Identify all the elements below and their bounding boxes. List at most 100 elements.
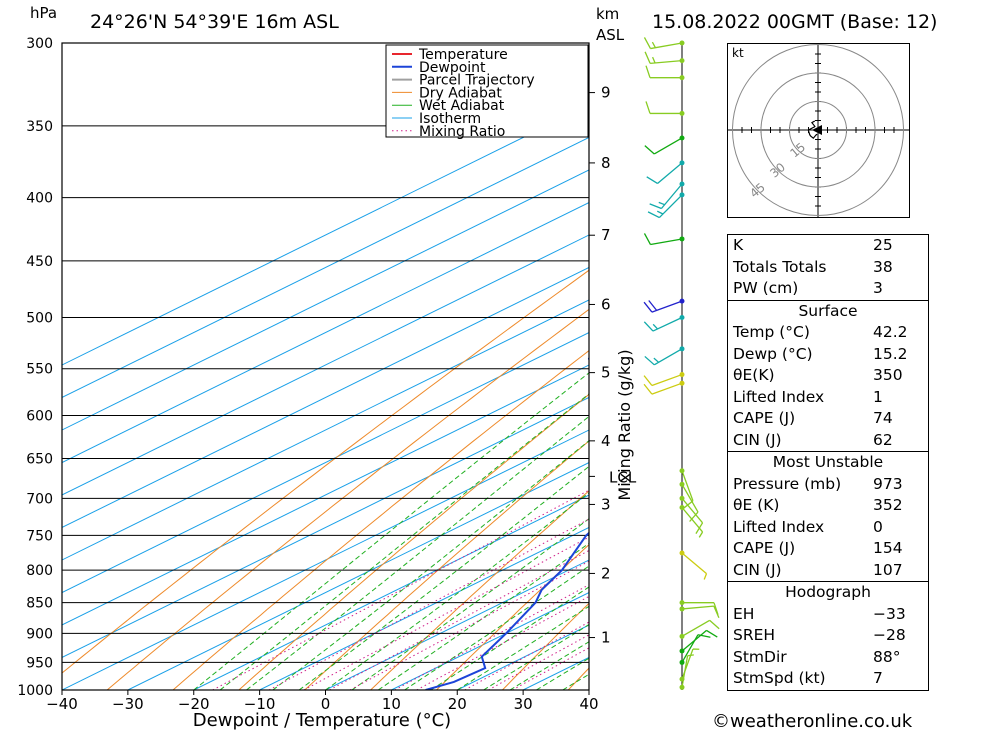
temp-tick-label: 40 <box>579 695 598 713</box>
dry-adiabat-line <box>567 667 589 690</box>
wind-barb-staff <box>650 238 683 246</box>
wet-adiabat-line <box>377 542 589 690</box>
dry-adiabat-line <box>700 43 720 690</box>
pressure-tick-label: 900 <box>26 626 53 642</box>
km-tick-label: 2 <box>601 564 611 582</box>
km-tick-label: 9 <box>601 84 611 102</box>
hodograph-stat-label: StmSpd (kt) <box>733 669 826 687</box>
legend-entry-label: Temperature <box>418 47 508 63</box>
wind-barb <box>679 605 720 619</box>
temp-tick-label: 30 <box>514 695 533 713</box>
wind-barb-flag <box>648 300 658 311</box>
wet-adiabat-line <box>325 492 589 690</box>
datetime-title: 15.08.2022 00GMT (Base: 12) <box>652 11 938 33</box>
dry-adiabat-line <box>634 43 720 690</box>
height-unit-label-asl: ASL <box>596 26 625 44</box>
wind-barb-flag <box>643 375 653 386</box>
hodograph-stat-label: StmDir <box>733 647 787 666</box>
surface-row: CIN (J) 62 <box>728 430 928 452</box>
wind-barb-staff <box>681 655 689 688</box>
wet-adiabat-line <box>351 518 589 690</box>
wind-barb-staff <box>652 316 683 332</box>
wind-barb <box>679 550 708 580</box>
wind-barb <box>643 298 685 313</box>
mixing-ratio-line <box>329 549 589 690</box>
pressure-unit-label: hPa <box>30 4 57 22</box>
wind-barb-flag <box>709 619 720 630</box>
wind-barb-half-flag <box>651 56 656 64</box>
hodograph-stat-value: 88° <box>873 647 901 666</box>
mixing-ratio-axis-label: Mixing Ratio (g/kg) <box>615 349 634 500</box>
pressure-tick-label: 950 <box>26 655 53 671</box>
wind-barb-flag <box>706 629 718 638</box>
surface-value: 74 <box>873 409 893 427</box>
surface-row: Lifted Index 1 <box>728 387 928 409</box>
isotherm-line <box>62 396 589 659</box>
wet-adiabat-line <box>298 465 589 690</box>
most-unstable-row: CAPE (J) 154 <box>728 538 928 560</box>
wind-barb <box>643 380 685 395</box>
wind-barb-flag <box>644 355 655 366</box>
km-tick-label: 3 <box>601 495 611 513</box>
km-tick-label: 7 <box>601 226 611 244</box>
surface-row: Dewp (°C) 15.2 <box>728 344 928 366</box>
wind-barb-half-flag <box>652 323 659 330</box>
wind-barb-staff <box>681 634 699 663</box>
dry-adiabat-line <box>370 490 589 690</box>
surface-label: Lifted Index <box>733 387 825 406</box>
lcl-label: LCL <box>609 468 637 486</box>
wind-barb <box>645 65 685 81</box>
wind-barb-staff <box>650 42 683 50</box>
wind-barb <box>646 160 685 185</box>
index-row: Totals Totals 38 <box>728 257 928 279</box>
wind-barb-staff <box>657 162 683 184</box>
wind-barb-staff <box>681 470 694 502</box>
wind-barb-half-flag <box>658 201 665 206</box>
index-label: Totals Totals <box>733 257 827 276</box>
temp-tick-label: −20 <box>178 695 210 713</box>
wind-barb-staff <box>650 59 683 65</box>
wind-barb <box>679 619 720 639</box>
km-tick-label: 4 <box>601 432 611 450</box>
isotherm-line <box>62 266 589 529</box>
surface-label: θE(K) <box>733 366 775 384</box>
wind-barb-flag <box>644 145 655 155</box>
hodograph-stat-value: −28 <box>873 626 906 644</box>
wind-barb-flag <box>643 301 653 313</box>
temp-tick-label: −30 <box>112 695 144 713</box>
wind-barb-flag <box>643 37 652 49</box>
wind-barb <box>679 481 699 522</box>
km-tick-label: 6 <box>601 295 611 313</box>
index-value: 38 <box>873 257 893 276</box>
pressure-tick-label: 1000 <box>17 683 53 699</box>
wind-barb-staff <box>651 382 683 395</box>
most-unstable-row: θE (K) 352 <box>728 495 928 517</box>
pressure-tick-label: 550 <box>26 362 53 378</box>
most-unstable-label: CAPE (J) <box>733 539 796 557</box>
wind-barb-staff <box>651 373 683 387</box>
legend-box <box>385 44 589 138</box>
hodograph-trace <box>807 120 818 140</box>
hodograph-ring <box>789 101 847 159</box>
copyright-footer[interactable]: ©weatheronline.co.uk <box>712 711 913 732</box>
hodograph-stat-row: StmDir 88° <box>728 647 928 669</box>
most-unstable-value: 0 <box>873 517 883 536</box>
legend-entry-label: Parcel Trajectory <box>419 73 535 89</box>
hodograph-stat-row: StmSpd (kt) 7 <box>728 668 928 690</box>
pressure-tick-label: 850 <box>26 596 53 612</box>
legend-entry-label: Dry Adiabat <box>419 85 502 101</box>
surface-row: θE(K) 350 <box>728 365 928 387</box>
surface-value: 15.2 <box>873 344 908 363</box>
hodograph-stat-value: −33 <box>873 604 906 623</box>
km-tick-label: 1 <box>601 629 611 647</box>
wind-barb-flag <box>713 605 720 619</box>
surface-row: CAPE (J) 74 <box>728 408 928 430</box>
wind-barb-staff <box>658 194 683 218</box>
dewpoint-series <box>425 357 589 690</box>
temp-tick-label: −40 <box>46 695 78 713</box>
temp-tick-label: 0 <box>321 695 331 713</box>
wind-barb-half-flag <box>698 531 704 538</box>
wind-barb-half-flag <box>656 210 664 215</box>
wind-barb-flag <box>643 383 653 395</box>
most-unstable-value: 107 <box>873 560 903 579</box>
